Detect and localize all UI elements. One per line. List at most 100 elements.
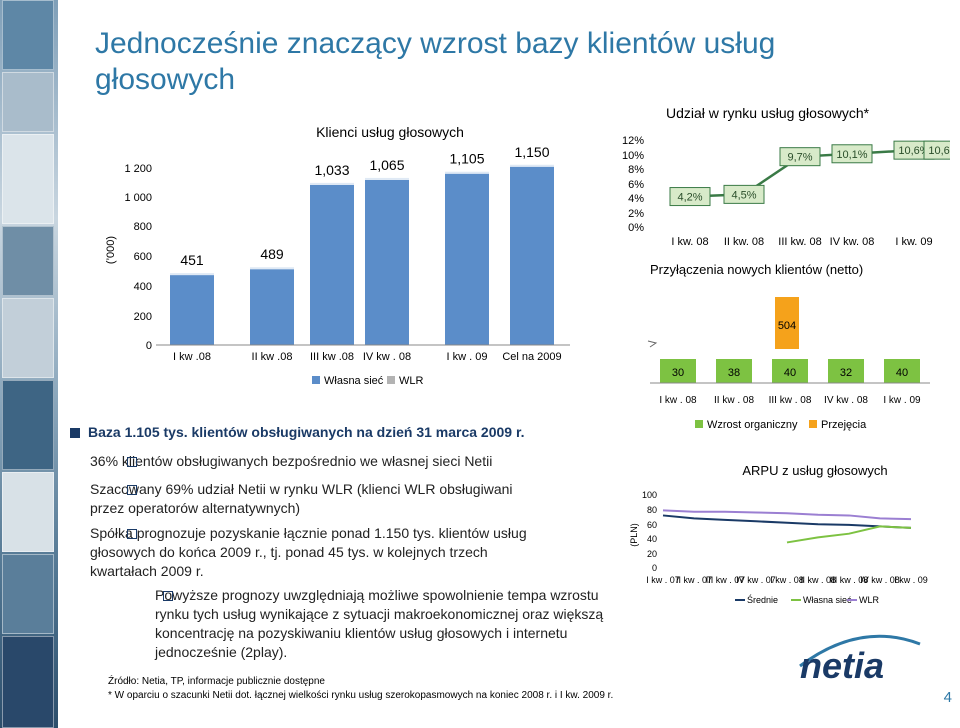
y-tick-label: 0% [628,222,644,234]
bar-own-network [310,184,354,345]
x-tick-label: Cel na 2009 [502,351,561,363]
share-value-label: 10,6% [898,145,929,157]
voice-customers-chart: Klienci usług głosowych (’000) 1 200 1 000 8… [105,124,570,387]
x-tick-label: I kw. 08 [671,236,708,248]
x-tick-label: I kw . 07 [646,575,680,585]
y-tick-label: 80 [647,505,657,515]
share-label-box [669,187,711,207]
x-tick-label: II kw . 07 [676,575,712,585]
sub-bullet-text: Powyższe prognozy uwzględniają możliwe s… [155,587,604,660]
y-tick-label: 10% [622,150,644,162]
chart-title: Przyłączenia nowych klientów (netto) [650,262,863,277]
bullet-text: Szacowany 69% udział Netii w rynku WLR (… [90,481,513,516]
bar-value-label: 40 [784,367,796,379]
sub-bullet-square-icon [163,591,173,601]
decorative-photo-strip [0,0,58,728]
x-tick-label: III kw . 08 [769,395,812,406]
y-tick-label: 60 [647,520,657,530]
x-tick-label: II kw . 08 [714,395,754,406]
legend-label: Średnie [747,594,778,605]
legend-label-acquisitions: Przejęcia [821,419,867,431]
bar-organic [716,359,752,383]
y-tick-label: 4% [628,193,644,205]
bar-top-highlight [170,273,214,276]
arpu-series-line [786,525,912,544]
y-tick-label: 0 [652,563,657,573]
bullet-square-icon [70,428,80,439]
y-tick-label: 1 000 [124,192,152,204]
share-value-label: 10,6% [928,145,950,157]
bar-value-label: 40 [896,367,908,379]
bullet-text: Spółka prognozuje pozyskanie łącznie pon… [90,525,527,579]
x-tick-label: III kw . 08 [830,575,869,585]
x-tick-label: I kw . 08 [659,395,697,406]
bullet-square-icon [127,529,137,539]
x-tick-label: III kw .08 [310,351,354,363]
y-axis-label: (PLN) [629,523,639,547]
x-tick-label: IV kw. 08 [830,236,875,248]
netia-logo-graphic: netia [799,634,921,686]
sub-bullet: Powyższe prognozy uwzględniają możliwe s… [155,586,625,662]
arpu-chart: Wzrost organiczny Przejęcia ARPU z usług g… [629,419,928,605]
legend-label-wlr: WLR [399,375,424,387]
bar-organic [828,359,864,383]
y-tick-label: 100 [642,490,657,500]
share-value-label: 10,1% [836,149,867,161]
bar-value-label: 38 [728,367,740,379]
x-tick-label: IV kw . 08 [363,351,411,363]
bar-value-label: 451 [180,252,204,268]
y-tick-label: 40 [647,534,657,544]
bar-own-network [250,269,294,345]
bullet-item: 36% klientów obsługiwanych bezpośrednio … [90,452,550,471]
y-tick-label: 20 [647,549,657,559]
share-value-label: 4,2% [677,192,702,204]
chart-title: Klienci usług głosowych [316,124,464,140]
x-tick-label: I kw . 09 [894,575,928,585]
y-tick-label: 6% [628,179,644,191]
x-tick-label: II kw .08 [252,351,293,363]
y-tick-label: 600 [134,251,152,263]
x-tick-label: I kw .08 [173,351,211,363]
bullet-square-icon [127,457,137,467]
bar-own-network [510,166,554,345]
bar-top-highlight [445,171,489,174]
x-tick-label: I kw . 08 [770,575,804,585]
bar-own-network [170,275,214,345]
x-tick-label: IV kw . 07 [736,575,776,585]
netia-logo: netia [790,626,930,686]
y-tick-label: 12% [622,135,644,147]
page-title-line1: Jednocześnie znaczący wzrost bazy klient… [95,27,776,60]
net-additions-chart: Przyłączenia nowych klientów (netto) 504 3… [647,262,930,406]
x-tick-label: II kw. 08 [724,236,764,248]
legend-swatch-acquisitions [809,420,817,428]
bar-value-label: 489 [260,246,284,262]
arpu-series-line [662,509,912,521]
bar-value-label: 504 [778,320,796,332]
page-number: 4 [943,689,952,706]
bar-own-network [445,173,489,345]
share-label-box [923,140,950,160]
bar-value-label: 1,065 [369,157,404,173]
legend-swatch-own [312,376,320,384]
netia-logo-text: netia [800,645,884,686]
x-tick-label: III kw. 08 [778,236,821,248]
chart-title: ARPU z usług głosowych [742,463,887,478]
page-title: Jednocześnie znaczący wzrost bazy klient… [95,26,895,98]
footnote-source: Źródło: Netia, TP, informacje publicznie… [108,676,325,687]
share-label-box [779,147,821,167]
bullet-text: 36% klientów obsługiwanych bezpośrednio … [90,453,493,469]
share-label-box [723,184,765,204]
y-tick-label: 8% [628,164,644,176]
bar-organic [660,359,696,383]
x-tick-label: II kw . 08 [800,575,836,585]
bar-top-highlight [250,267,294,270]
y-tick-label: 0 [146,340,152,352]
page-title-line2: głosowych [95,63,236,96]
x-tick-label: I kw . 09 [447,351,488,363]
bar-value-label: 1,033 [314,162,349,178]
legend-label: WLR [859,595,880,605]
main-bullet: Baza 1.105 tys. klientów obsługiwanych n… [70,424,525,440]
legend-label: Własna sieć [803,595,852,605]
bar-top-highlight [510,164,554,167]
legend-label-own: Własna sieć [324,375,384,387]
